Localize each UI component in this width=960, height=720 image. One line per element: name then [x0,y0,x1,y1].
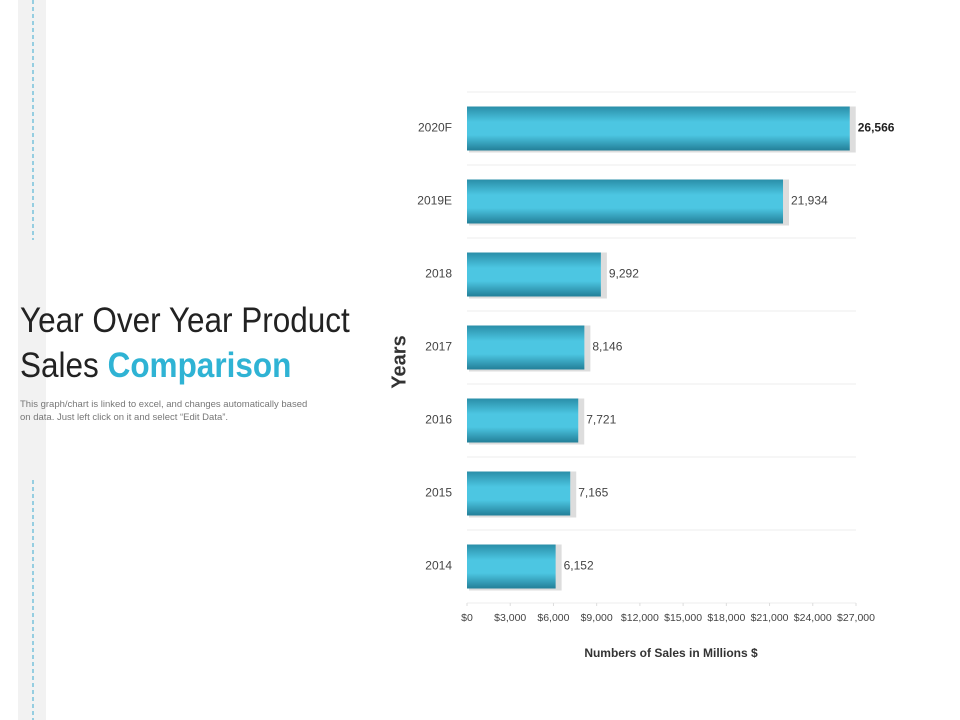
y-tick-label: 2014 [425,559,452,573]
side-strip [18,0,46,720]
bar [467,179,784,224]
y-tick-label: 2019E [417,194,452,208]
bar [467,544,556,589]
bar [467,398,579,443]
bar [467,106,850,151]
x-tick-label: $0 [461,612,473,624]
y-tick-label: 2016 [425,413,452,427]
title-text: Year Over Year Product Sales [20,301,350,385]
x-axis-label: Numbers of Sales in Millions $ [584,646,758,660]
description: This graph/chart is linked to excel, and… [20,399,308,423]
x-tick-label: $9,000 [581,612,613,624]
y-tick-label: 2017 [425,340,452,354]
x-tick-label: $3,000 [494,612,526,624]
x-tick-label: $15,000 [664,612,702,624]
y-tick-label: 2020F [418,121,452,135]
x-tick-label: $21,000 [751,612,789,624]
bar [467,252,601,297]
title-highlight: Comparison [107,346,292,385]
x-tick-label: $24,000 [794,612,832,624]
x-tick-label: $12,000 [621,612,659,624]
value-label: 9,292 [609,267,639,281]
y-tick-label: 2015 [425,486,452,500]
value-label: 7,165 [578,486,608,500]
y-tick-label: 2018 [425,267,452,281]
bar [467,325,585,370]
y-axis-label: Years [388,335,410,388]
x-tick-label: $18,000 [707,612,745,624]
value-label: 7,721 [586,413,616,427]
value-label: 21,934 [791,194,828,208]
value-label: 26,566 [858,121,895,135]
value-label: 6,152 [564,559,594,573]
value-label: 8,146 [592,340,622,354]
slide-title: Year Over Year Product Sales Comparison [20,298,380,388]
x-tick-label: $27,000 [837,612,875,624]
bar [467,471,571,516]
x-tick-label: $6,000 [537,612,569,624]
